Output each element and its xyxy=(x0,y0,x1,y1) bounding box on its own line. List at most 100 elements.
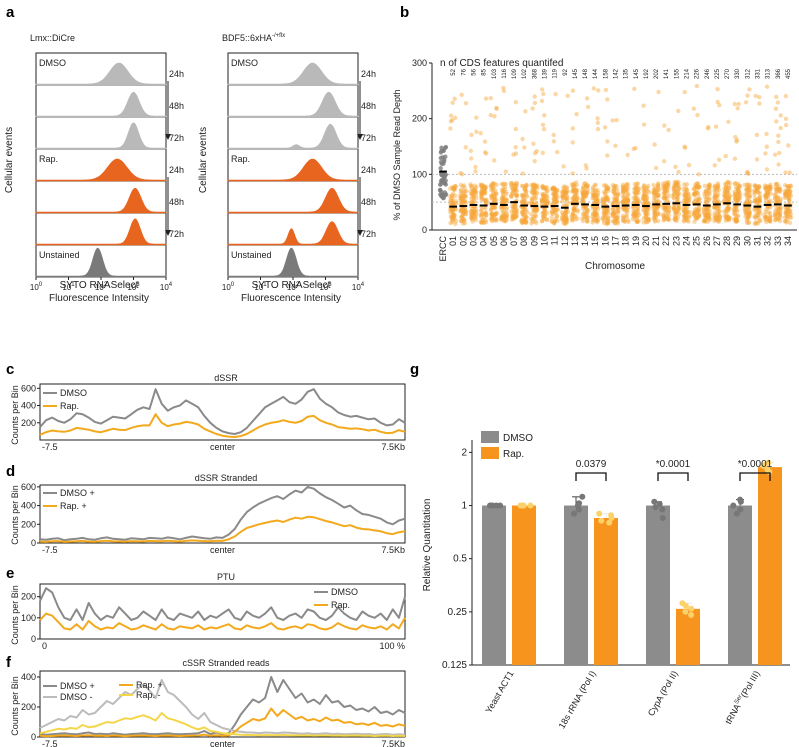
panel-b-data-point xyxy=(615,193,620,199)
panel-b-data-point xyxy=(777,213,782,218)
panel-g-data-point xyxy=(659,515,666,521)
panel-b-data-point xyxy=(481,187,486,192)
panel-b-data-point xyxy=(583,191,588,197)
panel-b-category-label: 10 xyxy=(540,236,550,246)
panel-b-data-point xyxy=(519,199,525,204)
panel-b-data-point xyxy=(552,193,558,198)
panel-b-data-point xyxy=(483,96,489,101)
panel-b-data-point xyxy=(583,211,589,216)
panel-g-data-point xyxy=(608,512,615,519)
panel-b-data-point xyxy=(656,192,661,197)
panel-b-data-point xyxy=(653,214,658,219)
panel-b-data-point xyxy=(605,97,610,102)
panel-b-category-label: 28 xyxy=(722,236,732,246)
panel-b-data-point xyxy=(499,207,505,212)
panel-b-data-point xyxy=(500,214,506,219)
panel-b-data-point xyxy=(683,215,688,220)
panel-b-data-point xyxy=(569,182,575,187)
panel-b-data-point xyxy=(533,184,538,189)
panel-b-data-point xyxy=(532,207,537,212)
panel-b-data-point xyxy=(473,218,478,223)
fChart-series-rap xyxy=(39,712,406,737)
panel-b-data-point xyxy=(778,113,783,118)
panel-b-data-point xyxy=(788,212,793,217)
panel-b-data-point xyxy=(449,201,455,206)
panel-b-data-point xyxy=(571,182,576,187)
panel-b-data-point xyxy=(549,211,555,216)
left-histogram-row-6 xyxy=(35,247,167,278)
panel-b-data-point xyxy=(499,216,504,221)
panel-b-data-point xyxy=(622,190,627,195)
panel-b-data-point xyxy=(757,95,762,100)
panel-b-data-point xyxy=(686,162,692,168)
panel-b-data-point xyxy=(533,219,538,224)
panel-b-data-point xyxy=(590,220,595,225)
panel-b-data-point xyxy=(621,188,626,193)
panel-b-data-point xyxy=(500,200,505,205)
panel-b-data-point xyxy=(552,221,557,226)
panel-b-data-point xyxy=(580,186,585,191)
panel-b-data-point xyxy=(656,89,661,95)
panel-b-data-point xyxy=(633,184,639,189)
panel-b-data-point xyxy=(519,218,525,223)
panel-b-data-point xyxy=(492,205,497,210)
panel-g-bar-dmso xyxy=(646,505,670,665)
panel-g-category-label: CypA (Pol II) xyxy=(646,669,680,718)
panel-b-data-point xyxy=(510,214,515,219)
panel-b-data-point xyxy=(499,216,504,221)
panel-b-data-point xyxy=(641,122,647,127)
right-time-label: 24h xyxy=(361,69,376,79)
panel-b-data-point xyxy=(544,191,549,196)
panel-b-data-point xyxy=(653,198,659,203)
left-histogram-row-5 xyxy=(35,218,167,246)
panel-b-data-point xyxy=(448,220,453,226)
panel-b-data-point xyxy=(583,181,588,186)
panel-b-data-point xyxy=(540,150,545,155)
panel-b-n-label: 116 xyxy=(502,68,508,78)
panel-b-data-point xyxy=(523,187,528,192)
panel-b-data-point xyxy=(675,194,680,199)
panel-b-data-point xyxy=(520,184,526,189)
panel-b-data-point xyxy=(595,214,600,220)
panel-b-data-point xyxy=(651,206,656,211)
panel-b-data-point xyxy=(480,187,485,193)
panel-b-data-point xyxy=(542,213,548,218)
panel-b-data-point xyxy=(613,196,618,201)
panel-b-data-point xyxy=(590,206,596,211)
panel-b-data-point xyxy=(460,213,465,218)
panel-b-data-point xyxy=(553,189,558,194)
panel-b-data-point xyxy=(514,213,519,218)
panel-b-data-point xyxy=(661,159,667,164)
panel-f-label: f xyxy=(6,654,12,671)
panel-b-n-label: 214 xyxy=(685,68,691,79)
panel-b-data-point xyxy=(513,192,518,197)
panel-b-data-point xyxy=(581,211,587,217)
panel-b-data-point xyxy=(479,190,484,195)
panel-b-data-point xyxy=(621,216,626,221)
panel-g: g Relative Quantitation 0.1250.250.512Ye… xyxy=(410,361,790,730)
panel-b-data-point xyxy=(462,217,467,222)
panel-e-label: e xyxy=(6,565,14,582)
panel-b-data-point xyxy=(655,212,660,217)
panel-b-data-point xyxy=(532,151,538,156)
panel-b-data-point xyxy=(565,188,570,193)
panel-b-data-point xyxy=(522,145,527,150)
panel-b-data-point xyxy=(613,214,618,219)
panel-b-data-point xyxy=(631,212,636,217)
panel-b-data-point xyxy=(522,218,528,223)
panel-b-data-point xyxy=(551,197,557,202)
panel-b-data-point xyxy=(743,206,749,211)
panel-b-data-point xyxy=(552,207,557,212)
left-histogram-row-1 xyxy=(35,91,167,118)
panel-b-data-point xyxy=(681,186,686,192)
panel-b-data-point xyxy=(498,205,504,210)
panel-b-data-point xyxy=(564,185,570,190)
panel-b-data-point xyxy=(450,201,455,206)
panel-b-data-point xyxy=(463,193,468,198)
panel-b-data-point xyxy=(610,200,615,206)
panel-b-data-point xyxy=(666,180,671,185)
panel-b-data-point xyxy=(563,214,568,219)
panel-b-data-point xyxy=(510,187,515,192)
panel-b-data-point xyxy=(500,205,506,210)
panel-b-data-point xyxy=(469,196,474,201)
